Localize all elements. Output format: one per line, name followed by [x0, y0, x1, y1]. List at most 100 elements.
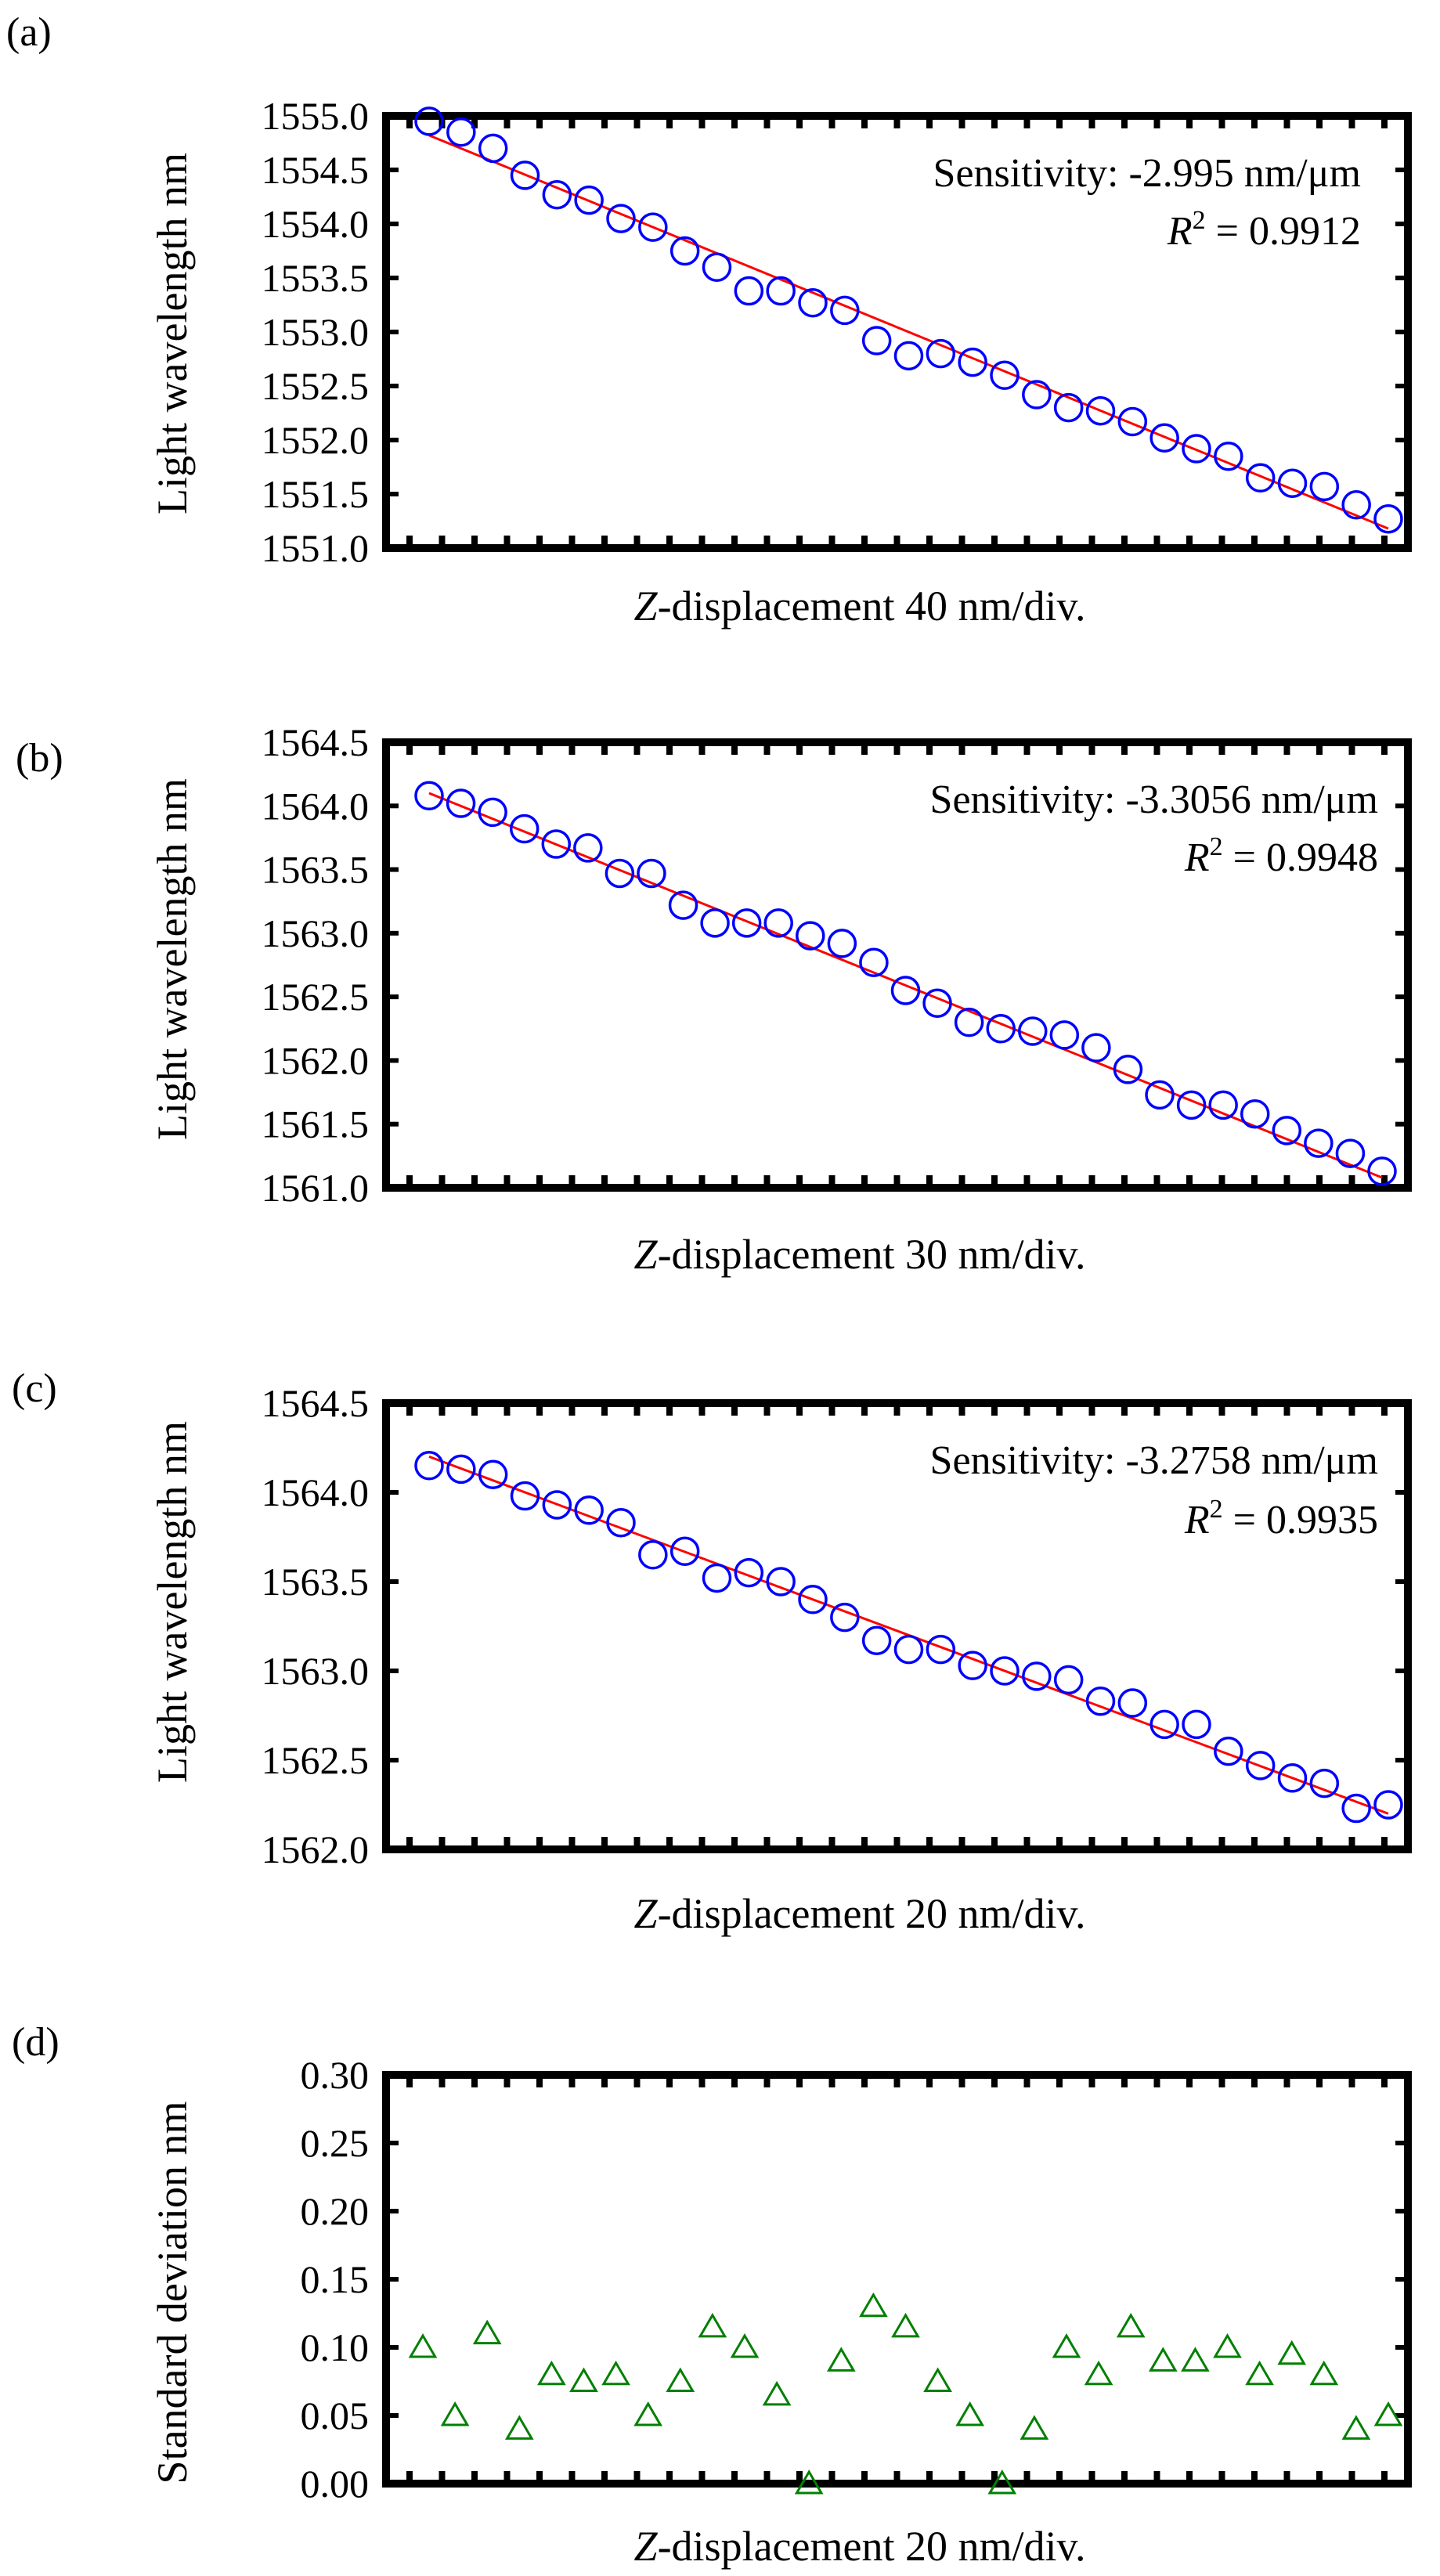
data-point: [537, 2360, 566, 2386]
data-point: [668, 890, 698, 920]
data-point: [1052, 2333, 1081, 2358]
y-tick-label: 1553.0: [262, 310, 370, 354]
y-tick-label: 1553.5: [262, 256, 370, 300]
y-tick-label: 0.05: [301, 2394, 370, 2437]
data-point: [574, 185, 604, 215]
data-point: [1081, 1033, 1111, 1063]
sensitivity-annotation: Sensitivity: -3.3056 nm/μm: [930, 777, 1378, 822]
data-point: [669, 1536, 700, 1566]
y-axis-label: Light wavelength nm: [149, 778, 196, 1140]
data-point: [1335, 1138, 1366, 1168]
data-point: [1277, 468, 1308, 498]
y-tick-label: 1554.5: [262, 148, 370, 192]
data-point: [1182, 1709, 1211, 1740]
r-squared-value: = 0.9948: [1223, 835, 1378, 880]
sensitivity-annotation: Sensitivity: -2.995 nm/μm: [933, 151, 1361, 196]
data-point: [796, 921, 825, 951]
data-point: [891, 2312, 920, 2338]
data-point: [734, 276, 764, 306]
plot-area: [414, 1451, 1403, 1824]
data-point: [440, 2401, 470, 2426]
data-point: [1053, 392, 1084, 423]
r-superscript: 2: [1210, 832, 1223, 861]
data-point: [859, 947, 889, 977]
data-point: [700, 908, 730, 938]
data-point: [861, 1625, 892, 1655]
y-tick-label: 1561.5: [262, 1102, 370, 1146]
plot-border: [382, 2071, 1412, 2488]
data-point: [446, 117, 476, 147]
data-point: [414, 106, 444, 136]
y-tick-label: 1563.5: [262, 848, 370, 892]
data-point: [890, 976, 921, 1005]
plot-frame: [382, 2071, 1412, 2488]
data-point: [731, 908, 762, 938]
y-tick-label: 0.30: [301, 2053, 370, 2097]
panel-label: (a): [6, 10, 52, 55]
y-tick-label: 0.15: [301, 2257, 370, 2301]
plot-area: [414, 106, 1403, 534]
data-point: [542, 179, 572, 210]
data-point: [986, 1014, 1016, 1044]
data-point: [926, 338, 956, 369]
x-axis-label-text: -displacement 20 nm/div.: [658, 2523, 1086, 2570]
data-point: [1176, 1090, 1207, 1120]
y-tick-label: 1561.0: [262, 1166, 370, 1210]
data-point: [1182, 434, 1211, 464]
plot-area: [414, 781, 1397, 1186]
data-point: [958, 1651, 987, 1680]
sensitivity-annotation: Sensitivity: -3.2758 nm/μm: [930, 1438, 1378, 1483]
y-tick-label: 1551.0: [262, 526, 370, 570]
data-point: [1149, 423, 1179, 453]
y-tick-label: 1564.0: [262, 1470, 370, 1514]
data-point: [990, 360, 1020, 390]
plot-frame: [382, 1399, 1412, 1853]
x-axis-label-variable: Z: [634, 1890, 659, 1937]
data-point: [766, 1567, 796, 1596]
y-tick-labels: 1551.0 1551.5 1552.0 1552.5 1553.0 1553.5 1554…: [262, 94, 370, 570]
data-point: [541, 829, 572, 859]
x-axis-label-text: -displacement 30 nm/div.: [658, 1231, 1086, 1278]
x-axis-label-variable: Z: [634, 2523, 659, 2570]
panel-d: (d) Standard deviation nm 0.000.050.100.…: [12, 2020, 1412, 2570]
data-point: [730, 2333, 760, 2358]
y-tick-labels: 1562.0 1562.5 1563.0 1563.5 1564.0 1564.5: [262, 1381, 370, 1871]
data-point: [542, 1490, 572, 1520]
data-point: [574, 1495, 604, 1525]
panel-a: (a) Light wavelength nm 1551.0 1551.5 1552…: [6, 10, 1412, 630]
r-squared-annotation: R2 = 0.9912: [1167, 206, 1361, 254]
y-tick-label: 0.00: [301, 2462, 370, 2506]
y-axis-label: Light wavelength nm: [149, 1421, 196, 1783]
data-point: [446, 788, 476, 818]
y-tick-label: 0.10: [301, 2325, 370, 2369]
data-point: [1214, 441, 1243, 471]
data-point: [1117, 1688, 1148, 1718]
y-tick-label: 1562.5: [262, 1738, 370, 1782]
data-point: [734, 1557, 764, 1588]
data-point: [666, 2367, 695, 2392]
data-point: [1245, 463, 1276, 493]
data-point: [1149, 1709, 1179, 1740]
data-point: [798, 287, 828, 318]
y-tick-label: 1563.5: [262, 1560, 370, 1604]
data-point: [1049, 1020, 1080, 1050]
data-point: [922, 988, 952, 1019]
x-axis-label: Z-displacement 20 nm/div.: [634, 1890, 1086, 1937]
plot-area: [408, 2292, 1403, 2495]
r-squared-annotation: R2 = 0.9948: [1184, 832, 1378, 880]
data-point: [472, 2319, 502, 2345]
y-tick-label: 1552.0: [262, 418, 370, 462]
data-point: [1085, 395, 1116, 426]
data-point: [1018, 1016, 1048, 1046]
data-point: [1341, 2415, 1371, 2440]
fit-line: [428, 792, 1383, 1179]
data-point: [1020, 2415, 1049, 2440]
data-point: [1214, 1736, 1243, 1766]
y-axis-label: Standard deviation nm: [149, 2102, 196, 2484]
data-point: [798, 1585, 828, 1615]
data-point: [1309, 471, 1340, 502]
x-axis-label-variable: Z: [634, 583, 659, 630]
data-point: [958, 347, 987, 377]
data-point: [1213, 2333, 1242, 2358]
